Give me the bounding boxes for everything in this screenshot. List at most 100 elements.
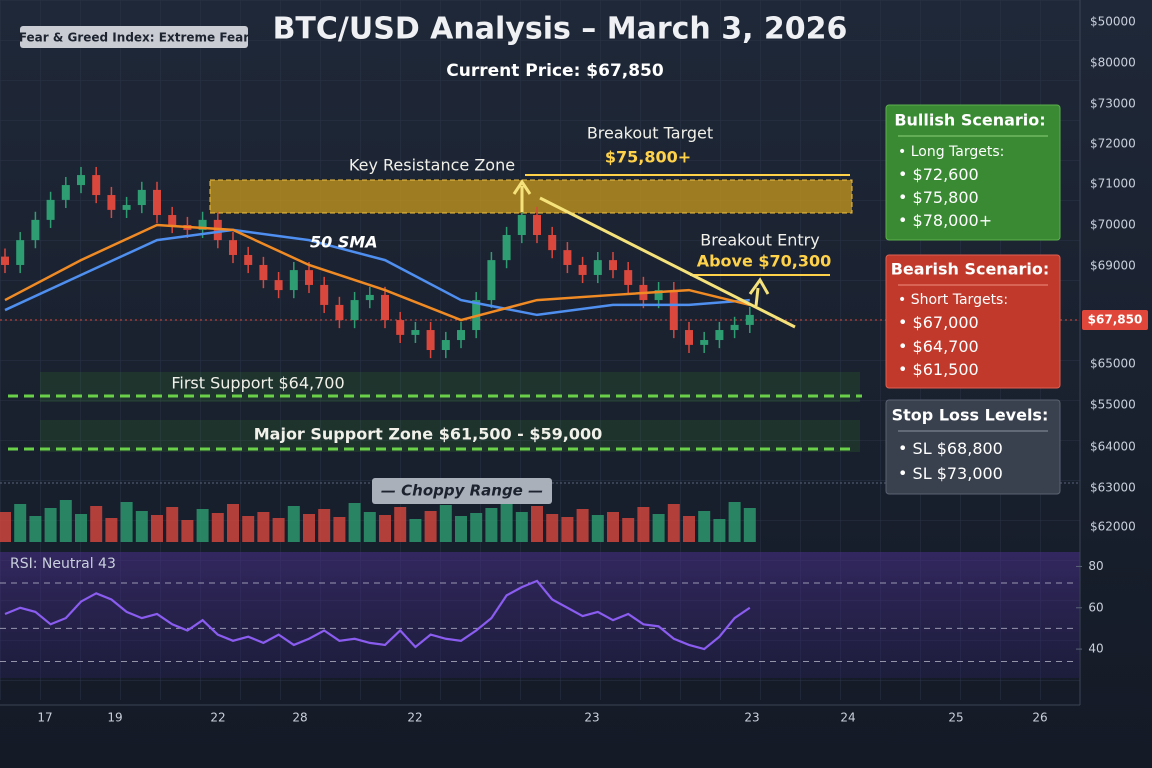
- volume-bar: [318, 509, 331, 542]
- volume-bar: [531, 506, 543, 542]
- price-tag: [1082, 310, 1148, 331]
- candle-body: [198, 219, 207, 230]
- panel-subtitle: Short Targets:: [911, 292, 1008, 308]
- volume-bar: [287, 506, 300, 542]
- candle-body: [122, 205, 131, 210]
- candle-body: [502, 235, 511, 261]
- panel-value: $67,000: [913, 313, 979, 332]
- candle-body: [289, 270, 298, 291]
- x-tick-label: 19: [107, 711, 122, 725]
- panel-value: $78,000+: [913, 211, 993, 230]
- candle-body: [730, 324, 739, 331]
- series-label: 50 SMA: [310, 233, 378, 252]
- panel-item: • Long Targets:: [898, 144, 1004, 160]
- y-tick-label: $50000: [1090, 15, 1136, 29]
- chart-subtitle: Current Price: $67,850: [446, 61, 664, 81]
- volume-bar: [743, 508, 756, 542]
- x-tick-label: 22: [210, 711, 225, 725]
- volume-bar: [439, 505, 452, 542]
- rsi-label: RSI: Neutral 43: [10, 556, 116, 572]
- annotation: First Support $64,700: [171, 374, 344, 393]
- panel-item: • $78,000+: [898, 211, 992, 230]
- panel-item: • SL $68,800: [898, 439, 1003, 458]
- annotation: Above $70,300: [697, 252, 832, 271]
- volume-bar: [652, 514, 665, 542]
- volume-bar: [120, 502, 133, 542]
- volume-bar: [683, 516, 695, 542]
- candle-body: [61, 185, 70, 200]
- volume-bar: [272, 518, 285, 542]
- rsi-background: [0, 552, 1080, 678]
- candle-body: [244, 254, 253, 265]
- panel-value: $75,800: [913, 188, 979, 207]
- candle-body: [320, 284, 329, 305]
- volume-bar: [196, 509, 209, 542]
- volume-bar: [409, 519, 422, 542]
- resistance-zone: [209, 179, 853, 214]
- candle-body: [274, 280, 283, 291]
- volume-bar: [546, 514, 559, 542]
- volume-bar: [59, 500, 72, 542]
- candle-body: [685, 330, 693, 345]
- y-tick-label: $71000: [1090, 177, 1136, 191]
- volume-bar: [485, 508, 498, 542]
- support-glow: [40, 420, 860, 452]
- volume-bar: [455, 516, 467, 542]
- candle-body: [229, 240, 237, 255]
- volume-bar: [591, 515, 604, 542]
- y-tick-label: $63000: [1090, 481, 1136, 495]
- volume-bar: [303, 514, 315, 542]
- candle-body: [365, 294, 374, 301]
- stop-loss-panel: [885, 399, 1061, 495]
- candle-body: [426, 330, 435, 351]
- volume-bar: [698, 511, 711, 542]
- volume-bar: [44, 508, 57, 542]
- x-tick-label: 28: [292, 711, 307, 725]
- volume-bar: [151, 515, 163, 542]
- volume-bar: [105, 518, 118, 542]
- candle-body: [533, 215, 541, 235]
- annotation: Breakout Target: [587, 124, 713, 143]
- volume-bar: [728, 502, 741, 542]
- candle-body: [669, 290, 678, 331]
- annotation: Major Support Zone $61,500 - $59,000: [254, 425, 603, 444]
- candle-body: [457, 330, 465, 341]
- candle-body: [16, 240, 25, 265]
- y-tick-label: $72000: [1090, 137, 1136, 151]
- panel-value: $72,600: [913, 165, 979, 184]
- panel-item: • $64,700: [898, 337, 979, 356]
- range-label: — Choppy Range —: [381, 482, 543, 500]
- candle-body: [46, 199, 55, 220]
- volume-bar: [29, 516, 42, 542]
- panel-item: • $72,600: [898, 165, 979, 184]
- candle-body: [77, 175, 85, 186]
- panel-title: Bullish Scenario:: [894, 111, 1045, 130]
- x-tick-label: 26: [1032, 711, 1047, 725]
- bullish-panel: [885, 104, 1061, 241]
- y-tick-label: $64000: [1090, 440, 1136, 454]
- volume-bar: [75, 514, 87, 542]
- panel-value: $64,700: [913, 337, 979, 356]
- volume-bar: [14, 504, 27, 542]
- volume-bar: [394, 507, 407, 542]
- panel-item: • SL $73,000: [898, 464, 1003, 483]
- candle-body: [168, 215, 177, 226]
- panel-item: • $75,800: [898, 188, 979, 207]
- candle-body: [624, 270, 633, 285]
- volume-bar: [470, 513, 483, 542]
- rsi-tick-label: 40: [1088, 642, 1103, 656]
- candle-body: [259, 264, 268, 281]
- sma-line: [4, 228, 750, 317]
- x-tick-label: 23: [744, 711, 759, 725]
- candle-body: [578, 264, 587, 275]
- candle-body: [153, 189, 161, 216]
- candle-body: [335, 304, 344, 321]
- badge-text: Fear & Greed Index: Extreme Fear: [19, 31, 249, 45]
- candle-body: [517, 215, 526, 235]
- annotation: Key Resistance Zone: [349, 156, 515, 175]
- trend-line: [539, 196, 796, 329]
- volume-bar: [333, 517, 346, 542]
- panel-item: • $67,000: [898, 313, 979, 332]
- panel-value: $61,500: [913, 360, 979, 379]
- candle-body: [441, 340, 450, 351]
